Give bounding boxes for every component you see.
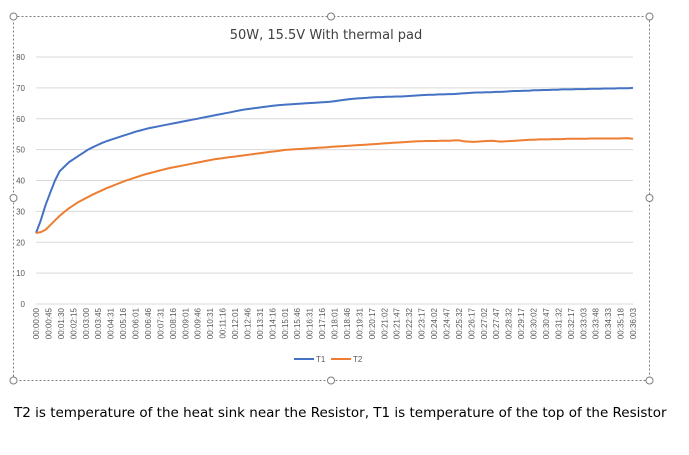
y-tick-label: 50 [16, 146, 25, 155]
resize-handle[interactable] [9, 194, 18, 202]
resize-handle[interactable] [645, 12, 654, 21]
x-tick-label: 00:15:01 [281, 307, 290, 339]
legend-label-T1: T1 [316, 355, 326, 364]
resize-handle[interactable] [327, 376, 335, 385]
resize-handle[interactable] [645, 376, 654, 385]
x-tick-label: 00:16:31 [306, 307, 315, 339]
x-tick-label: 00:02:15 [69, 307, 78, 339]
resize-handle[interactable] [9, 12, 18, 21]
x-tick-label: 00:09:01 [181, 307, 190, 339]
y-tick-label: 0 [21, 300, 26, 309]
x-tick-label: 00:21:02 [380, 307, 389, 339]
resize-handles[interactable] [9, 12, 654, 385]
x-tick-label: 00:06:01 [132, 307, 141, 339]
x-tick-label: 00:08:16 [169, 307, 178, 339]
x-tick-label: 00:09:46 [194, 307, 203, 339]
resize-handle[interactable] [327, 12, 335, 21]
y-axis: 0 10 20 30 40 50 60 70 80 [16, 53, 25, 309]
plot-lines [35, 86, 634, 234]
x-tick-label: 00:35:18 [617, 307, 626, 339]
y-tick-label: 30 [16, 207, 25, 216]
x-tick-label: 00:27:47 [492, 307, 501, 339]
x-tick-label: 00:24:47 [442, 307, 451, 339]
gridlines [36, 56, 633, 305]
y-tick-label: 70 [16, 84, 25, 93]
x-tick-label: 00:13:31 [256, 307, 265, 339]
y-tick-label: 60 [16, 115, 25, 124]
x-tick-label: 00:00:00 [32, 307, 41, 339]
series-line-T2 [35, 137, 634, 234]
x-tick-label: 00:17:16 [318, 307, 327, 339]
x-tick-label: 00:03:00 [82, 307, 91, 339]
x-tick-label: 00:26:17 [467, 307, 476, 339]
legend: T1 T2 [294, 355, 363, 364]
x-tick-label: 00:20:17 [368, 307, 377, 339]
x-tick-label: 00:36:03 [629, 307, 638, 339]
y-tick-label: 10 [16, 269, 25, 278]
x-tick-label: 00:30:02 [530, 307, 539, 339]
x-tick-label: 00:04:31 [107, 307, 116, 339]
x-tick-label: 00:18:01 [331, 307, 340, 339]
series-line-T1 [35, 86, 634, 234]
caption-text: T2 is temperature of the heat sink near … [14, 405, 667, 421]
x-tick-label: 00:06:46 [144, 307, 153, 339]
chart-area-frame[interactable] [13, 16, 650, 381]
x-axis: 00:00:00 00:00:45 00:01:30 00:02:15 00:03:00… [32, 307, 638, 339]
x-tick-label: 00:14:16 [268, 307, 277, 339]
y-tick-label: 40 [16, 177, 25, 186]
x-tick-label: 00:01:30 [57, 307, 66, 339]
resize-handle[interactable] [9, 376, 18, 385]
x-tick-label: 00:34:33 [604, 307, 613, 339]
y-tick-label: 80 [16, 53, 25, 62]
x-tick-label: 00:10:31 [206, 307, 215, 339]
x-tick-label: 00:12:46 [243, 307, 252, 339]
x-tick-label: 00:18:46 [343, 307, 352, 339]
x-tick-label: 00:05:16 [119, 307, 128, 339]
x-tick-label: 00:03:45 [94, 307, 103, 339]
x-tick-label: 00:00:45 [44, 307, 53, 339]
x-tick-label: 00:31:32 [554, 307, 563, 339]
x-tick-label: 00:33:03 [579, 307, 588, 339]
x-tick-label: 00:15:46 [293, 307, 302, 339]
x-tick-label: 00:12:01 [231, 307, 240, 339]
resize-handle[interactable] [645, 194, 654, 202]
x-tick-label: 00:25:32 [455, 307, 464, 339]
x-tick-label: 00:30:47 [542, 307, 551, 339]
x-tick-label: 00:19:31 [355, 307, 364, 339]
legend-label-T2: T2 [353, 355, 363, 364]
x-tick-label: 00:07:31 [156, 307, 165, 339]
x-tick-label: 00:11:16 [219, 307, 228, 338]
x-tick-label: 00:24:02 [430, 307, 439, 339]
y-tick-label: 20 [16, 238, 25, 247]
x-tick-label: 00:29:17 [517, 307, 526, 339]
x-tick-label: 00:28:32 [505, 307, 514, 339]
x-tick-label: 00:33:48 [592, 307, 601, 339]
x-tick-label: 00:27:02 [480, 307, 489, 339]
x-tick-label: 00:22:32 [405, 307, 414, 339]
x-tick-label: 00:23:17 [418, 307, 427, 339]
x-tick-label: 00:32:17 [567, 307, 576, 339]
x-tick-label: 00:21:47 [393, 307, 402, 339]
chart-title: 50W, 15.5V With thermal pad [230, 28, 423, 43]
